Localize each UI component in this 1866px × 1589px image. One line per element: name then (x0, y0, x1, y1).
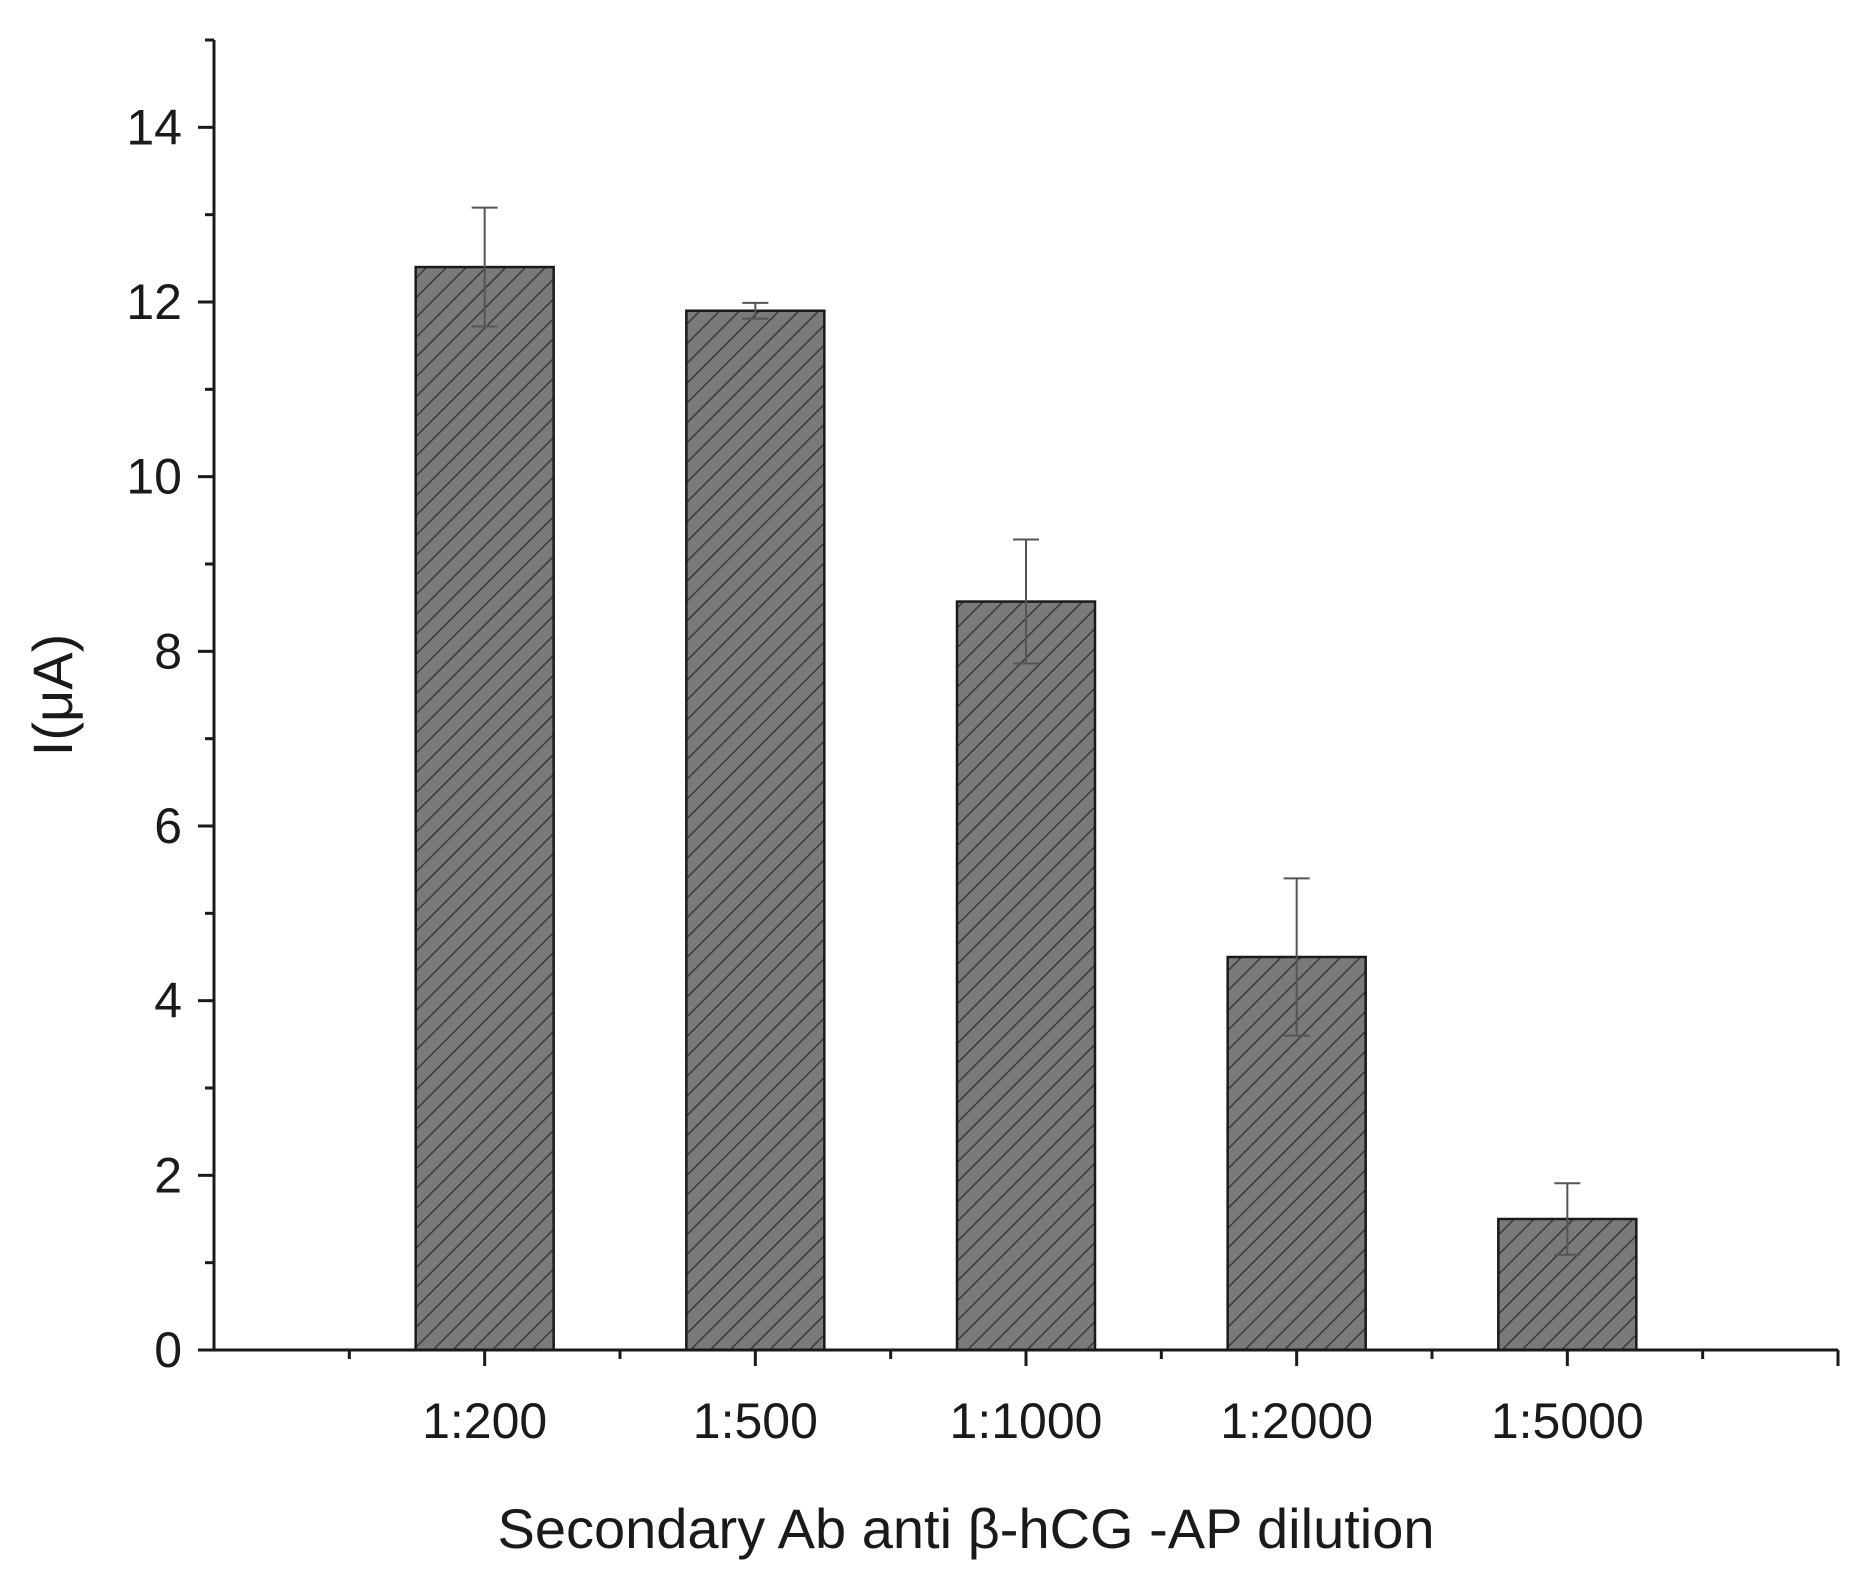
x-tick-label: 1:5000 (1491, 1393, 1644, 1449)
y-tick-label: 14 (126, 99, 182, 155)
axes-layer (198, 38, 1840, 1366)
y-tick-label: 0 (154, 1322, 182, 1378)
y-tick-label: 8 (154, 623, 182, 679)
bar-1:200 (414, 265, 555, 1352)
y-tick-label: 10 (126, 449, 182, 505)
y-tick-label: 4 (154, 973, 182, 1029)
bar-1:500 (685, 309, 826, 1352)
bar-1:1000 (955, 600, 1097, 1352)
y-axis-title: I(μA) (21, 634, 84, 756)
error-bars-layer (471, 206, 1581, 1256)
y-tick-label: 2 (154, 1147, 182, 1203)
x-tick-label: 1:200 (422, 1393, 547, 1449)
x-tick-label: 1:500 (693, 1393, 818, 1449)
x-tick-label: 1:1000 (950, 1393, 1103, 1449)
x-tick-label: 1:2000 (1220, 1393, 1373, 1449)
x-axis-title: Secondary Ab anti β-hCG -AP dilution (497, 1497, 1434, 1560)
y-tick-label: 6 (154, 798, 182, 854)
bars-layer (414, 265, 1638, 1352)
y-tick-label: 12 (126, 274, 182, 330)
labels-layer: 0 2 4 6 8 10 12 14 1:200 1:500 1:1000 1:2000 1:5000 (126, 99, 1643, 1449)
